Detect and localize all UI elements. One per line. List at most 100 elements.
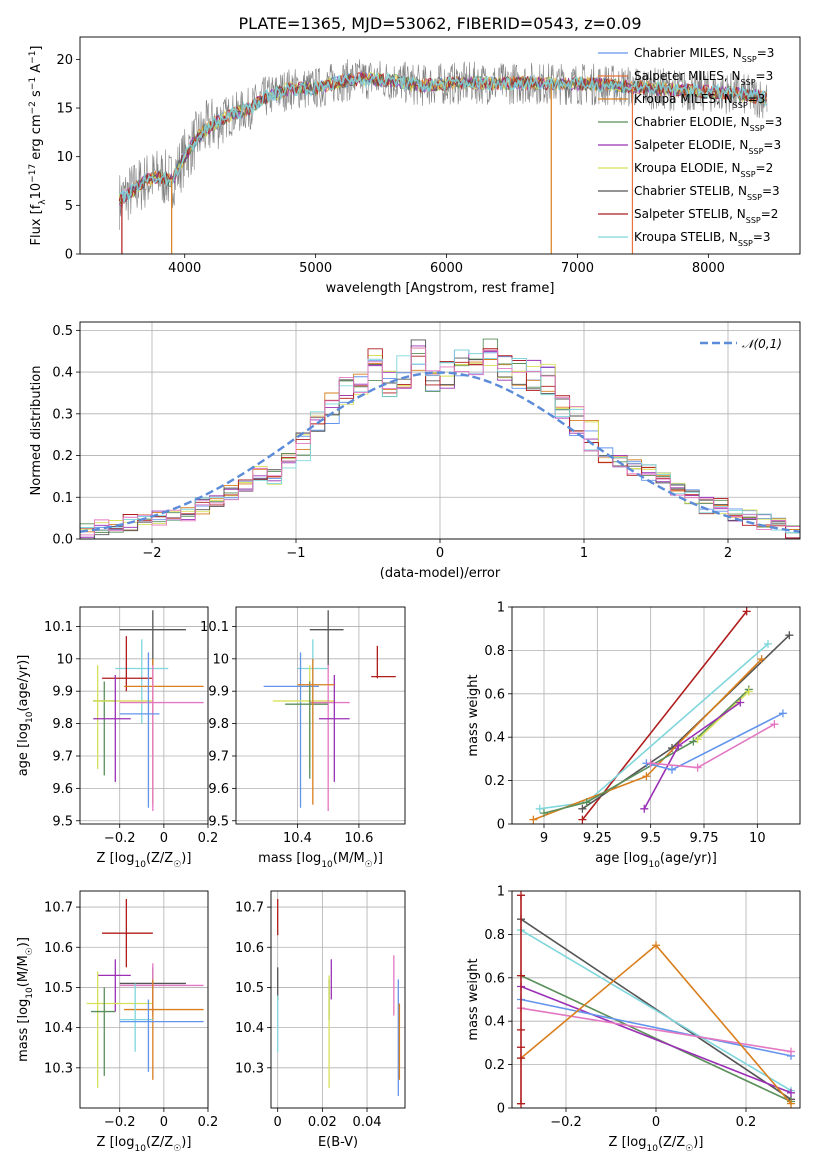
tspan: log — [16, 999, 31, 1019]
x-tick-label: 0 — [160, 1115, 168, 1130]
x-tick-label: 0.2 — [736, 1115, 757, 1130]
x-tick-label: 9.75 — [690, 831, 719, 846]
legend-label: Chabrier STELIB, NSSP=3 — [634, 184, 780, 202]
y-tick-label: 0.0 — [52, 533, 73, 548]
tspan: ☉ — [173, 860, 181, 870]
x-axis-label: wavelength [Angstrom, rest frame] — [326, 281, 555, 296]
tspan: mass weight — [466, 674, 481, 756]
y-tick-label: 9.5 — [52, 814, 73, 829]
y-tick-label: 9.8 — [52, 717, 73, 732]
tspan: /M — [349, 851, 365, 866]
y-tick-label: 0.5 — [52, 324, 73, 339]
tspan: SSP — [746, 216, 761, 225]
y-tick-label: 0 — [65, 248, 73, 263]
weight-line — [581, 610, 748, 821]
y-tick-label: 0.1 — [52, 491, 73, 506]
plus-marker — [689, 737, 698, 746]
legend-label: Chabrier MILES, NSSP=3 — [634, 46, 774, 64]
tspan: Normed distribution — [29, 366, 44, 496]
tspan: (age/yr)] — [16, 655, 31, 712]
tspan: Salpeter MILES, — [634, 69, 732, 83]
x-tick-label: 0 — [274, 1115, 282, 1130]
y-tick-label: 1 — [497, 601, 505, 616]
y-tick-label: 9.8 — [208, 717, 229, 732]
x-tick-label: 0.2 — [198, 1115, 219, 1130]
tspan: =2 — [756, 161, 774, 175]
plus-marker — [674, 741, 683, 750]
tspan: 10 — [25, 987, 35, 999]
tspan: 10 — [134, 860, 146, 870]
y-tick-label: 0.2 — [52, 449, 73, 464]
y-tick-label: 5 — [65, 199, 73, 214]
tspan: Chabrier STELIB, — [634, 184, 738, 198]
x-tick-label: 0.2 — [198, 831, 219, 846]
y-tick-label: 0.8 — [484, 644, 505, 659]
tspan: −2 — [28, 101, 38, 114]
y-tick-label: 20 — [56, 53, 73, 68]
tspan: )] — [373, 851, 383, 866]
tspan: N — [741, 115, 750, 129]
tspan: Kroupa MILES, — [634, 92, 724, 106]
tspan: SSP — [748, 147, 763, 156]
y-tick-label: 10.1 — [44, 620, 73, 635]
tspan: Salpeter ELODIE, — [634, 138, 739, 152]
x-tick-label: 9 — [540, 831, 548, 846]
x-tick-label: −0.2 — [104, 831, 136, 846]
axes-frame — [235, 606, 406, 825]
tspan: N — [733, 46, 742, 60]
plus-marker — [529, 815, 538, 824]
x-axis-label: Z [log10(Z/Z☉)] — [97, 851, 192, 870]
tspan: =3 — [757, 46, 775, 60]
tspan: )] — [181, 1135, 191, 1150]
axes-frame — [79, 890, 209, 1109]
y-tick-label: 9.7 — [208, 749, 229, 764]
tspan: =3 — [762, 184, 780, 198]
weight-line — [539, 643, 769, 810]
x-tick-label: 4000 — [168, 261, 201, 276]
y-axis-label: age [log10(age/yr)] — [16, 655, 35, 777]
x-tick-label: 6000 — [430, 261, 463, 276]
x-tick-label: 0.02 — [308, 1115, 337, 1130]
y-tick-label: 9.5 — [208, 814, 229, 829]
y-tick-label: 10.6 — [44, 941, 73, 956]
tspan: log — [115, 851, 135, 866]
tspan: /Z — [160, 1135, 173, 1150]
tspan: Flux [ — [29, 209, 44, 245]
tspan: /Z — [672, 1135, 685, 1150]
plus-marker — [757, 655, 766, 664]
gaussian-curve — [79, 371, 801, 533]
y-tick-label: 10.3 — [235, 1061, 264, 1076]
y-tick-label: 10.3 — [44, 1061, 73, 1076]
weight-line — [520, 918, 792, 1100]
plus-marker — [778, 709, 787, 718]
x-tick-label: 0.04 — [353, 1115, 382, 1130]
y-tick-label: 9.9 — [208, 685, 229, 700]
plus-marker — [785, 631, 794, 640]
tspan: ☉ — [685, 1144, 693, 1154]
x-tick-label: −0.2 — [550, 1115, 582, 1130]
y-axis-label: mass weight — [466, 958, 481, 1040]
y-tick-label: 0.2 — [484, 774, 505, 789]
plus-marker — [693, 735, 702, 744]
y-axis-label: Flux [fλ10−17 erg cm−2 s−1 A−1] — [28, 45, 48, 245]
plus-marker — [540, 809, 548, 818]
plus-marker — [646, 759, 655, 768]
x-tick-label: 2 — [724, 546, 732, 561]
tspan: =2 — [761, 207, 779, 221]
y-tick-label: 0.6 — [484, 971, 505, 986]
weight-line — [520, 974, 792, 1103]
tspan: ] — [29, 45, 44, 50]
tspan: Kroupa ELODIE, — [634, 161, 732, 175]
tspan: λ — [38, 199, 48, 205]
tspan: )] — [16, 937, 31, 947]
x-tick-label: 7000 — [561, 261, 594, 276]
tspan: s — [29, 90, 44, 97]
axes-frame — [511, 606, 801, 825]
y-tick-label: 0.4 — [484, 731, 505, 746]
y-tick-label: 1 — [497, 885, 505, 900]
plus-marker — [744, 687, 753, 696]
tspan: f — [29, 204, 44, 209]
